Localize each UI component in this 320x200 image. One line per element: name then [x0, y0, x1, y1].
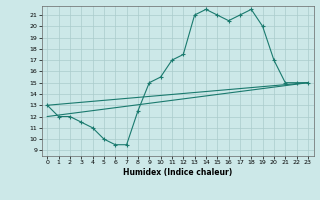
- X-axis label: Humidex (Indice chaleur): Humidex (Indice chaleur): [123, 168, 232, 177]
